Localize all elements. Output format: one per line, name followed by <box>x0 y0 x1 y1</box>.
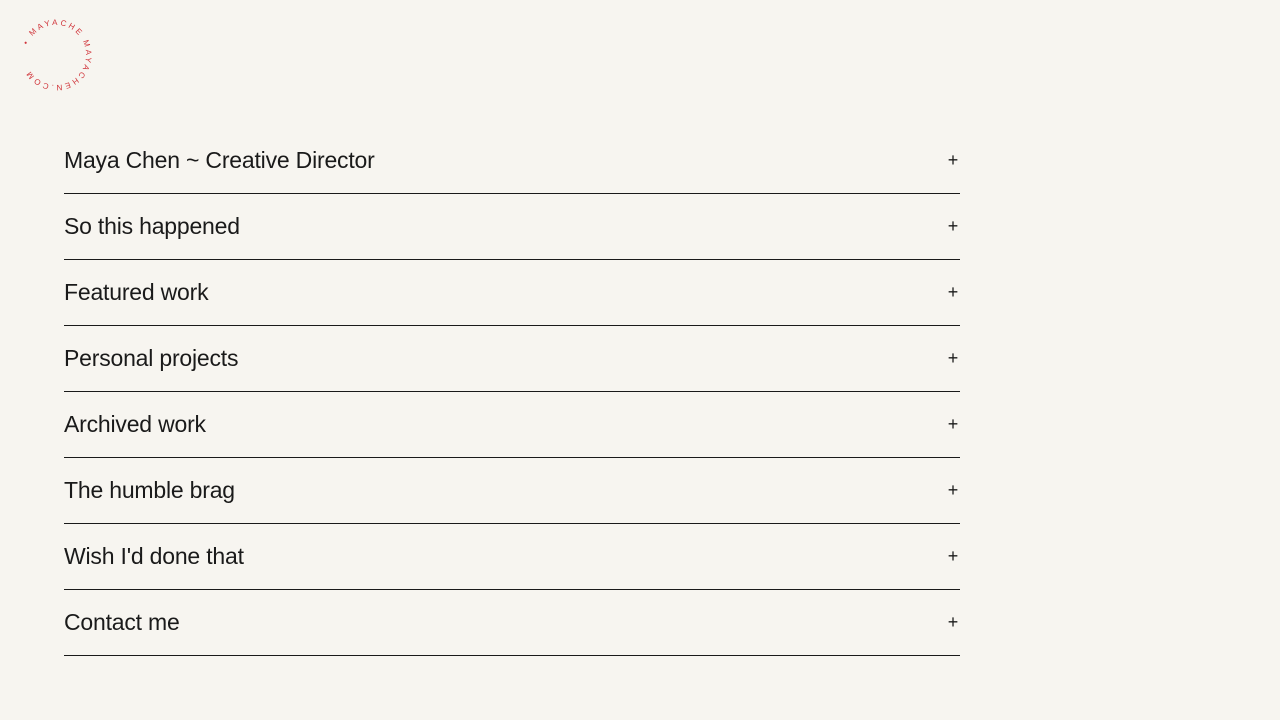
item-label: Wish I'd done that <box>64 543 244 569</box>
accordion-item-archived-work[interactable]: Archived work + <box>64 392 960 458</box>
svg-text:• MAYACHE MAYACHEN.COM: • MAYACHE MAYACHEN.COM <box>21 18 93 92</box>
plus-icon[interactable]: + <box>947 348 959 368</box>
circular-logo-text: • MAYACHE MAYACHEN.COM <box>21 18 93 92</box>
accordion-item-so-this-happened[interactable]: So this happened + <box>64 194 960 260</box>
item-label: The humble brag <box>64 477 235 503</box>
accordion-item-wish-id-done-that[interactable]: Wish I'd done that + <box>64 524 960 590</box>
item-label: Personal projects <box>64 345 239 371</box>
accordion-item-contact-me[interactable]: Contact me + <box>64 590 960 656</box>
item-label: Featured work <box>64 279 209 305</box>
plus-icon[interactable]: + <box>947 414 959 434</box>
item-label: Contact me <box>64 609 180 635</box>
plus-icon[interactable]: + <box>947 612 959 632</box>
accordion-item-humble-brag[interactable]: The humble brag + <box>64 458 960 524</box>
accordion-item-personal-projects[interactable]: Personal projects + <box>64 326 960 392</box>
item-label: So this happened <box>64 213 240 239</box>
accordion-item-featured-work[interactable]: Featured work + <box>64 260 960 326</box>
accordion-item-about[interactable]: Maya Chen ~ Creative Director + <box>64 128 960 194</box>
section-accordion: Maya Chen ~ Creative Director + So this h… <box>64 128 960 656</box>
plus-icon[interactable]: + <box>947 480 959 500</box>
plus-icon[interactable]: + <box>947 546 959 566</box>
site-logo[interactable]: • MAYACHE MAYACHEN.COM <box>16 15 96 95</box>
plus-icon[interactable]: + <box>947 150 959 170</box>
plus-icon[interactable]: + <box>947 282 959 302</box>
item-label: Archived work <box>64 411 206 437</box>
item-label: Maya Chen ~ Creative Director <box>64 147 375 173</box>
plus-icon[interactable]: + <box>947 216 959 236</box>
